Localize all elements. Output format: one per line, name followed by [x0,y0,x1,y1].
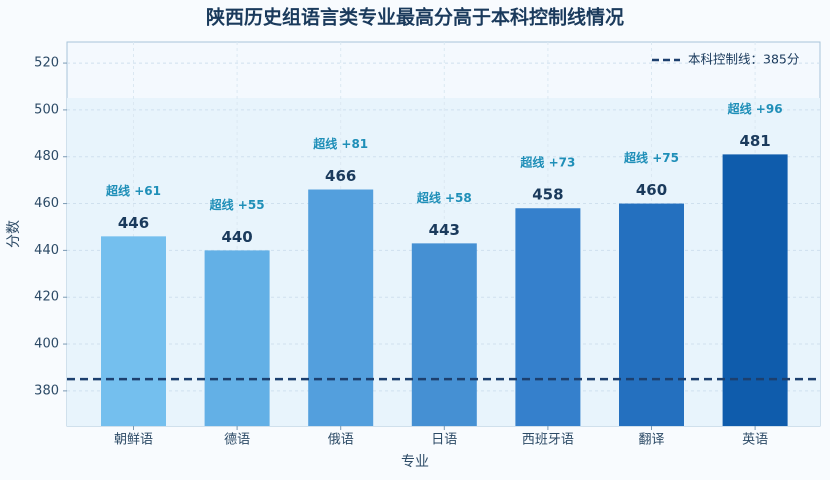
annotation: 超线 +61 [105,183,161,198]
x-tick-label: 日语 [431,433,457,448]
x-tick-label: 俄语 [328,433,354,448]
bar [308,189,374,426]
chart-title: 陕西历史组语言类专业最高分高于本科控制线情况 [206,6,624,29]
value-label: 440 [221,228,252,246]
x-axis-label: 专业 [401,454,429,470]
bar [515,208,581,426]
y-tick-label: 440 [34,243,59,258]
x-tick-label: 德语 [224,433,250,448]
value-label: 458 [532,186,563,204]
y-tick-label: 460 [34,196,59,211]
x-tick-label: 翻译 [638,433,664,448]
y-axis-label: 分数 [6,220,22,248]
annotation: 超线 +73 [519,155,575,170]
y-tick-label: 480 [34,149,59,164]
y-tick-label: 500 [34,102,59,117]
bar [101,236,166,426]
value-label: 446 [118,214,149,232]
bar [722,154,788,426]
value-label: 443 [429,221,460,239]
annotation: 超线 +55 [209,197,265,212]
x-tick-label: 英语 [742,433,768,448]
annotation: 超线 +81 [312,136,368,151]
legend-label: 本科控制线：385分 [688,52,799,67]
y-tick-label: 420 [34,290,59,305]
value-label: 460 [636,181,667,199]
y-tick-label: 380 [34,383,59,398]
bar [619,203,684,426]
annotation: 超线 +58 [416,190,472,205]
x-tick-label: 朝鲜语 [114,433,153,448]
annotation: 超线 +96 [727,101,783,116]
bar [204,250,270,426]
y-tick-label: 400 [34,337,59,352]
x-tick-label: 西班牙语 [522,433,574,448]
bar [411,243,477,426]
value-label: 481 [739,132,770,150]
value-label: 466 [325,167,356,185]
annotation: 超线 +75 [623,150,679,165]
y-tick-label: 520 [34,56,59,71]
